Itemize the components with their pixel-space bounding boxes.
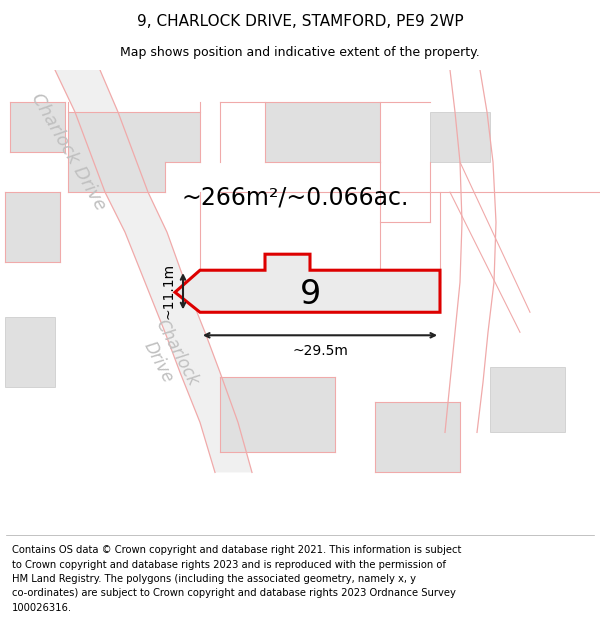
Polygon shape xyxy=(5,318,55,388)
Text: ~266m²/~0.066ac.: ~266m²/~0.066ac. xyxy=(181,185,409,209)
Text: 9, CHARLOCK DRIVE, STAMFORD, PE9 2WP: 9, CHARLOCK DRIVE, STAMFORD, PE9 2WP xyxy=(137,14,463,29)
Polygon shape xyxy=(10,102,65,152)
Polygon shape xyxy=(375,402,460,472)
Polygon shape xyxy=(175,254,440,312)
Text: ~11.1m: ~11.1m xyxy=(162,263,176,319)
Text: co-ordinates) are subject to Crown copyright and database rights 2023 Ordnance S: co-ordinates) are subject to Crown copyr… xyxy=(12,589,456,599)
Text: Contains OS data © Crown copyright and database right 2021. This information is : Contains OS data © Crown copyright and d… xyxy=(12,546,461,556)
Text: Charlock
Drive: Charlock Drive xyxy=(134,316,202,399)
Text: Charlock Drive: Charlock Drive xyxy=(27,90,109,214)
Polygon shape xyxy=(490,368,565,432)
Polygon shape xyxy=(220,378,335,452)
Text: 100026316.: 100026316. xyxy=(12,602,72,612)
Polygon shape xyxy=(265,102,380,162)
Polygon shape xyxy=(5,192,60,262)
Text: ~29.5m: ~29.5m xyxy=(292,344,348,358)
Text: 9: 9 xyxy=(299,278,320,311)
Polygon shape xyxy=(68,112,200,192)
Text: to Crown copyright and database rights 2023 and is reproduced with the permissio: to Crown copyright and database rights 2… xyxy=(12,560,446,570)
Text: Map shows position and indicative extent of the property.: Map shows position and indicative extent… xyxy=(120,46,480,59)
Polygon shape xyxy=(430,112,490,162)
Text: HM Land Registry. The polygons (including the associated geometry, namely x, y: HM Land Registry. The polygons (includin… xyxy=(12,574,416,584)
Polygon shape xyxy=(55,70,252,472)
